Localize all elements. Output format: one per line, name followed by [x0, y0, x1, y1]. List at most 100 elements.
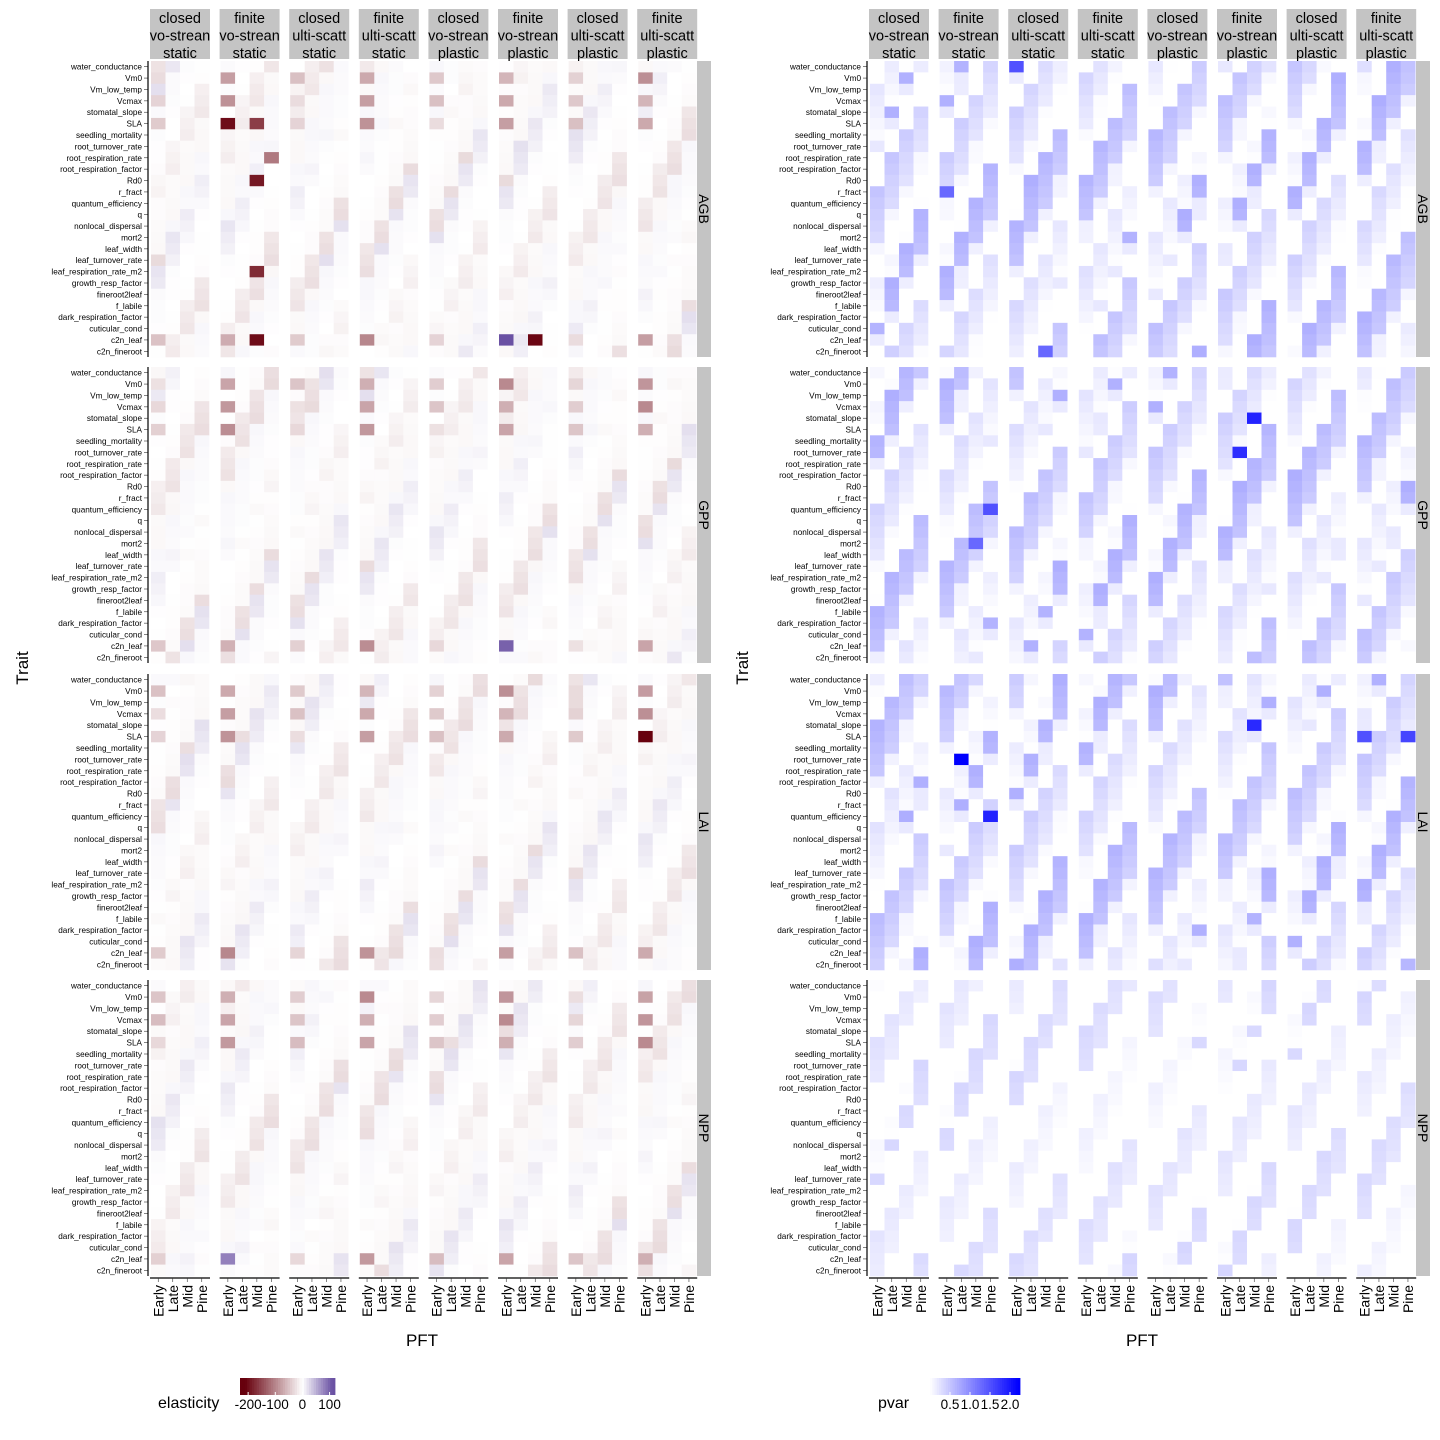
heatmap-cell: AGB | leaf_respiration_rate_m2 | Early :…	[359, 265, 375, 278]
heatmap-cell: LAI | mort2 | Late : -4	[443, 844, 459, 857]
heatmap-cell: AGB | r_fract | Mid : 4	[249, 186, 265, 198]
heatmap-cell: AGB | c2n_leaf | Late : -3	[652, 334, 668, 346]
heatmap-cell: GPP | Vcmax | Early : 0.18	[1078, 401, 1094, 413]
heatmap-cell: AGB | root_respiration_rate | Early : 0.…	[1148, 152, 1164, 164]
heatmap-cell: GPP | leaf_respiration_rate_m2 | Pine : …	[403, 571, 419, 584]
heatmap-cell: NPP | growth_resp_factor | Early : -18	[220, 1196, 236, 1208]
heatmap-cell: AGB | nonlocal_dispersal | Pine : 0	[1122, 220, 1138, 233]
heatmap-cell: AGB | seedling_mortality | Mid : 0.23	[968, 129, 984, 141]
heatmap-cell: NPP | root_turnover_rate | Early : -5	[429, 1059, 445, 1072]
heatmap-cell: NPP | root_respiration_factor | Mid : 0	[458, 1082, 474, 1095]
heatmap-cell: AGB | Vm0 | Mid : 0.35	[1247, 72, 1262, 85]
heatmap-cell: AGB | Vm0 | Early : 0.16	[1009, 72, 1024, 85]
heatmap-cell: AGB | growth_resp_factor | Mid : 0.42	[1177, 277, 1193, 289]
heatmap-cell: GPP | nonlocal_dispersal | Early : 16	[429, 526, 445, 539]
heatmap-cell: LAI | root_respiration_rate | Pine : -23	[333, 765, 349, 777]
heatmap-cell: LAI | leaf_width | Early : -4	[290, 856, 305, 868]
heatmap-cell: LAI | Rd0 | Mid : -19	[319, 787, 334, 800]
heatmap-cell: GPP | root_turnover_rate | Late : -5	[443, 446, 459, 459]
heatmap-cell: AGB | dark_respiration_factor | Late : -…	[235, 311, 250, 324]
heatmap-cell: AGB | Rd0 | Early : -3	[429, 174, 445, 187]
heatmap-cell: GPP | root_respiration_factor | Pine : 0…	[1052, 469, 1068, 482]
heatmap-cell: AGB | q | Late : 0.08	[884, 209, 900, 221]
heatmap-cell: GPP | nonlocal_dispersal | Late : 0.04	[884, 526, 900, 539]
heatmap-cell: GPP | fineroot2leaf | Early : 3	[359, 594, 375, 607]
heatmap-cell: LAI | Rd0 | Pine : -15	[264, 787, 279, 800]
heatmap-cell: GPP | seedling_mortality | Early : 0.25	[1009, 435, 1024, 447]
heatmap-cell: NPP | water_conductance | Early : 3	[151, 980, 166, 992]
heatmap-cell: AGB | nonlocal_dispersal | Pine : 0.62	[913, 220, 929, 233]
heatmap-cell: AGB | c2n_leaf | Pine : 4	[681, 334, 697, 346]
column-facet-label: plastic	[438, 46, 479, 62]
heatmap-cell: AGB | stomatal_slope | Late : 0	[1302, 106, 1317, 119]
heatmap-cell: AGB | growth_resp_factor | Early : 0.03	[1357, 277, 1372, 289]
heatmap-cell: LAI | nonlocal_dispersal | Mid : 0	[180, 833, 195, 846]
heatmap-cell: AGB | stomatal_slope | Mid : -2	[388, 106, 404, 119]
heatmap-cell: GPP | c2n_leaf | Late : 0	[884, 640, 900, 652]
heatmap-cell: AGB | mort2 | Early : 0	[1287, 231, 1303, 244]
heatmap-cell: LAI | water_conductance | Mid : 14	[319, 674, 334, 686]
heatmap-cell: LAI | Rd0 | Late : -29	[165, 787, 181, 800]
heatmap-cell: NPP | leaf_turnover_rate | Early : -6	[290, 1173, 305, 1186]
heatmap-cell: LAI | cuticular_cond | Early : -4	[429, 935, 445, 948]
heatmap-cell: AGB | Vm_low_temp | Late : 0.07	[1302, 83, 1317, 96]
heatmap-cell: AGB | f_labile | Mid : -6	[249, 300, 265, 312]
heatmap-cell: GPP | nonlocal_dispersal | Late : 4	[165, 526, 181, 539]
heatmap-cell: LAI | c2n_fineroot | Early : -26	[429, 958, 445, 971]
heatmap-cell: GPP | fineroot2leaf | Early : 5	[568, 594, 584, 607]
heatmap-cell: AGB | leaf_turnover_rate | Mid : 3	[597, 254, 613, 267]
heatmap-cell: AGB | q | Early : 0.5	[1078, 209, 1094, 221]
heatmap-cell: GPP | root_turnover_rate | Late : -1	[583, 446, 598, 459]
heatmap-cell: LAI | leaf_turnover_rate | Early : 2	[638, 867, 653, 880]
heatmap-cell: AGB | root_respiration_rate | Early : 0.…	[1218, 152, 1233, 164]
heatmap-cell: GPP | stomatal_slope | Pine : 2	[542, 412, 558, 425]
heatmap-cell: NPP | leaf_turnover_rate | Mid : -1	[597, 1173, 613, 1186]
heatmap-cell: GPP | c2n_leaf | Mid : -3	[528, 640, 543, 652]
heatmap-cell: LAI | q | Mid : -14	[249, 822, 265, 834]
heatmap-cell: AGB | mort2 | Mid : 0.2	[1316, 231, 1332, 244]
heatmap-cell: AGB | Vm0 | Mid : 0	[968, 72, 984, 85]
heatmap-cell: GPP | root_turnover_rate | Late : 4	[513, 446, 529, 459]
heatmap-cell: AGB | Vcmax | Pine : 0.31	[1191, 95, 1207, 107]
heatmap-cell: AGB | r_fract | Mid : 3	[458, 186, 474, 198]
heatmap-cell: NPP | nonlocal_dispersal | Pine : -13	[403, 1139, 419, 1152]
heatmap-cell: LAI | fineroot2leaf | Early : 3	[568, 901, 584, 914]
heatmap-cell: AGB | dark_respiration_factor | Late : 6	[583, 311, 598, 324]
heatmap-cell: LAI | root_turnover_rate | Early : -1	[151, 753, 166, 766]
column-facet-label: vo-strean	[1147, 29, 1207, 45]
heatmap-cell: AGB | Rd0 | Mid : 0.25	[899, 174, 914, 187]
row-facet-strip	[1416, 61, 1430, 357]
heatmap-cell: AGB | root_turnover_rate | Mid : 0	[1177, 140, 1193, 153]
heatmap-cell: GPP | root_respiration_rate | Late : 0	[583, 458, 598, 470]
pft-tick-label: Mid	[179, 1285, 195, 1308]
heatmap-cell: AGB | fineroot2leaf | Late : 0.23	[1023, 288, 1039, 301]
heatmap-cell: GPP | leaf_width | Mid : 0	[1038, 549, 1053, 561]
heatmap-cell: AGB | q | Pine : 0.05	[1122, 209, 1138, 221]
heatmap-cell: GPP | f_labile | Mid : -6	[458, 606, 474, 618]
heatmap-cell: GPP | leaf_respiration_rate_m2 | Mid : 1	[597, 571, 613, 584]
heatmap-cell: GPP | q | Late : 0	[954, 515, 969, 527]
heatmap-cell: LAI | Vm_low_temp | Early : 2	[638, 696, 653, 709]
heatmap-cell: NPP | q | Pine : -4	[681, 1128, 697, 1140]
trait-tick-label: mort2	[121, 1152, 142, 1161]
heatmap-cell: AGB | growth_resp_factor | Pine : -1	[612, 277, 627, 289]
heatmap-cell: LAI | nonlocal_dispersal | Early : 5	[151, 833, 166, 846]
heatmap-cell: LAI | r_fract | Late : 1	[235, 799, 250, 811]
heatmap-cell: NPP | quantum_efficiency | Mid : -5	[528, 1116, 543, 1129]
trait-tick-label: nonlocal_dispersal	[74, 222, 142, 231]
heatmap-cell: AGB | q | Mid : 0	[899, 209, 914, 221]
heatmap-cell: AGB | quantum_efficiency | Late : 11	[235, 197, 250, 210]
heatmap-cell: NPP | seedling_mortality | Mid : 3	[458, 1048, 474, 1060]
trait-tick-label: root_respiration_factor	[60, 165, 142, 174]
heatmap-cell: AGB | quantum_efficiency | Mid : 2	[458, 197, 474, 210]
heatmap-cell: AGB | Vcmax | Late : 0.02	[884, 95, 900, 107]
heatmap-cell: NPP | quantum_efficiency | Late : -6	[583, 1116, 598, 1129]
heatmap-cell: GPP | c2n_fineroot | Pine : 2	[194, 651, 210, 664]
heatmap-cell: LAI | c2n_leaf | Pine : 1	[194, 947, 210, 959]
column-facet-label: closed	[1156, 11, 1198, 27]
heatmap-cell: AGB | root_respiration_factor | Late : -…	[374, 163, 390, 176]
heatmap-cell: AGB | root_turnover_rate | Late : -2	[652, 140, 668, 153]
trait-tick-label: leaf_width	[824, 551, 861, 560]
heatmap-cell: AGB | Vm0 | Early : -45	[429, 72, 445, 85]
heatmap-cell: NPP | root_respiration_rate | Mid : 3	[667, 1071, 682, 1083]
